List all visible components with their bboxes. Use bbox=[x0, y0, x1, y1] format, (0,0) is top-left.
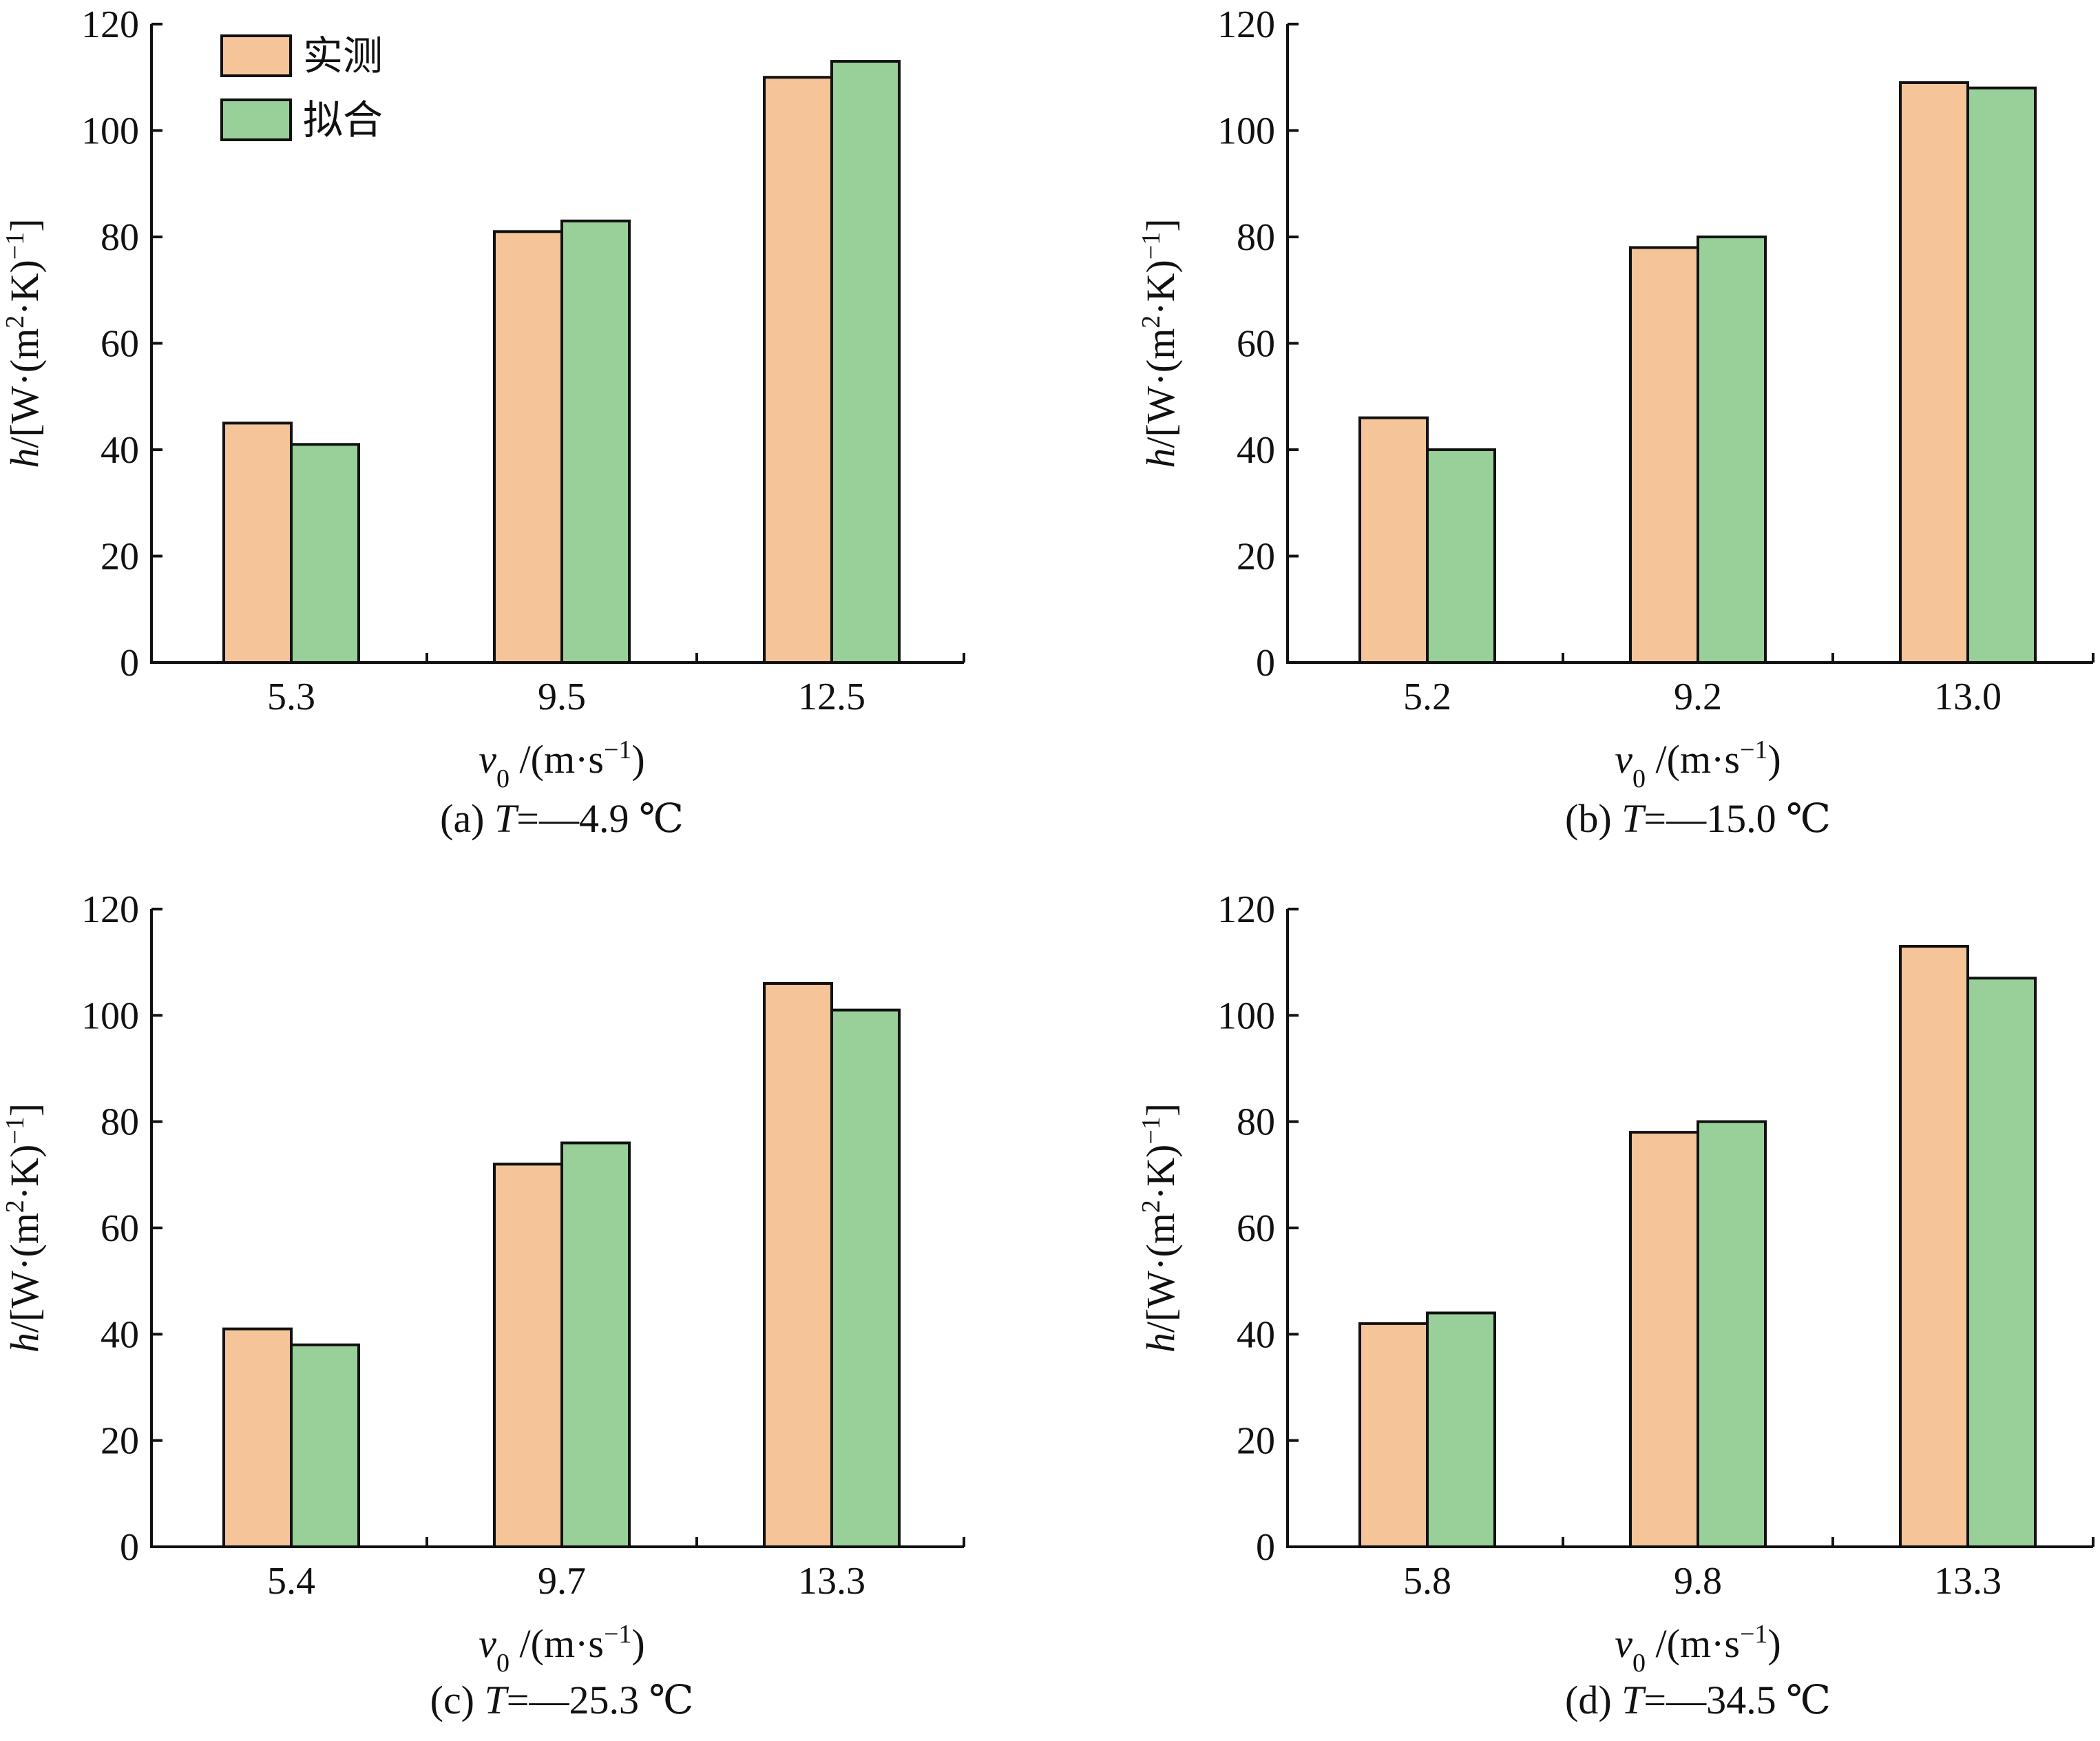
y-tick-label: 120 bbox=[1217, 888, 1275, 931]
caption-value: =—34.5 ℃ bbox=[1644, 1678, 1831, 1722]
x-axis-label: v0 /(m·s−1) bbox=[479, 736, 644, 793]
y-axis-label: h/[W·(m2·K)−1] bbox=[1, 218, 47, 468]
chart-panel-d: 0 20 40 60 80 100 120 5.8 9.8 13.3 h/[W·(m2·K)−1] v… bbox=[1137, 888, 2094, 1722]
bar-c-13.3-fitted bbox=[830, 1008, 901, 1549]
bar-c-9.7-measured bbox=[493, 1163, 563, 1548]
caption-symbol: T bbox=[494, 796, 519, 841]
y-tick-label: 0 bbox=[1256, 1526, 1275, 1569]
caption-prefix: (d) bbox=[1565, 1678, 1621, 1722]
y-tick-label: 120 bbox=[81, 3, 139, 46]
x-tick-label: 12.5 bbox=[798, 676, 865, 718]
x-tick-label: 9.8 bbox=[1674, 1560, 1722, 1603]
y-tick-label: 60 bbox=[1237, 323, 1275, 366]
y-tick-label: 100 bbox=[1217, 994, 1275, 1037]
legend-label-fitted: 拟合 bbox=[303, 98, 383, 143]
x-tick-label: 13.0 bbox=[1934, 676, 2002, 718]
bar-b-13.0-measured bbox=[1899, 81, 1969, 665]
bar-c-13.3-measured bbox=[763, 982, 833, 1548]
y-axis-label: h/[W·(m2·K)−1] bbox=[1137, 1103, 1183, 1353]
panel-caption: (a) T=—4.9 ℃ bbox=[440, 796, 684, 841]
bar-d-13.3-measured bbox=[1899, 945, 1969, 1549]
chart-panel-a: 0 20 40 60 80 100 120 5.3 9.5 12.5 h/[W·(m2·K)−1] v… bbox=[1, 3, 965, 841]
y-tick-label: 80 bbox=[1237, 1101, 1275, 1144]
y-tick-label: 60 bbox=[101, 1207, 139, 1250]
y-tick-label: 80 bbox=[1237, 216, 1275, 259]
y-tick-label: 100 bbox=[81, 110, 139, 153]
y-tick-label: 0 bbox=[120, 1526, 139, 1569]
x-tick-label: 13.3 bbox=[1934, 1560, 2002, 1603]
panel-caption: (b) T=—15.0 ℃ bbox=[1565, 796, 1831, 841]
y-tick-label: 20 bbox=[101, 1420, 139, 1463]
chart-panel-b: 0 20 40 60 80 100 120 5.2 9.2 13.0 h/[W·(m2·K)−1] v… bbox=[1137, 3, 2094, 841]
y-tick-label: 40 bbox=[1237, 429, 1275, 472]
bar-d-5.8-fitted bbox=[1426, 1311, 1496, 1548]
y-tick-label: 20 bbox=[101, 536, 139, 578]
caption-value: =—4.9 ℃ bbox=[516, 796, 684, 841]
bar-b-9.2-measured bbox=[1629, 246, 1699, 664]
y-tick-label: 0 bbox=[120, 642, 139, 685]
x-axis-label: v0 /(m·s−1) bbox=[479, 1620, 644, 1678]
x-tick-label: 5.2 bbox=[1403, 676, 1451, 718]
y-tick-label: 100 bbox=[1217, 110, 1275, 153]
y-tick-label: 60 bbox=[101, 323, 139, 366]
x-tick-label: 5.8 bbox=[1403, 1560, 1451, 1603]
x-tick-label: 5.3 bbox=[267, 676, 315, 718]
caption-value: =—15.0 ℃ bbox=[1644, 796, 1831, 841]
y-axis-label: h/[W·(m2·K)−1] bbox=[1, 1103, 47, 1353]
x-tick-label: 13.3 bbox=[798, 1560, 865, 1603]
legend-swatch-measured bbox=[220, 34, 292, 77]
chart-panel-c: 0 20 40 60 80 100 120 5.4 9.7 13.3 h/[W·(m2·K)−1] v… bbox=[1, 888, 965, 1722]
x-tick-label: 5.4 bbox=[267, 1560, 315, 1603]
bar-b-9.2-fitted bbox=[1697, 236, 1767, 664]
caption-value: =—25.3 ℃ bbox=[507, 1678, 694, 1722]
x-tick-label: 9.5 bbox=[538, 676, 586, 718]
y-tick-label: 20 bbox=[1237, 1420, 1275, 1463]
y-tick-label: 80 bbox=[101, 1101, 139, 1144]
bar-a-5.3-fitted bbox=[290, 443, 360, 665]
caption-prefix: (b) bbox=[1565, 796, 1621, 841]
panel-caption: (c) T=—25.3 ℃ bbox=[430, 1678, 694, 1722]
y-tick-label: 60 bbox=[1237, 1207, 1275, 1250]
caption-symbol: T bbox=[485, 1678, 510, 1722]
bar-b-5.2-fitted bbox=[1426, 448, 1496, 664]
bar-a-12.5-measured bbox=[763, 76, 833, 664]
y-tick-label: 120 bbox=[1217, 3, 1275, 46]
x-tick-label: 9.7 bbox=[538, 1560, 586, 1603]
legend-swatch-fitted bbox=[220, 98, 292, 141]
caption-prefix: (a) bbox=[440, 796, 494, 841]
bar-d-13.3-fitted bbox=[1966, 977, 2037, 1548]
y-tick-label: 40 bbox=[101, 1313, 139, 1356]
panel-caption: (d) T=—34.5 ℃ bbox=[1565, 1678, 1831, 1722]
y-tick-label: 0 bbox=[1256, 642, 1275, 685]
bar-d-9.8-measured bbox=[1629, 1131, 1699, 1548]
caption-symbol: T bbox=[1621, 1678, 1646, 1722]
y-tick-label: 40 bbox=[101, 429, 139, 472]
caption-symbol: T bbox=[1621, 796, 1646, 841]
y-tick-label: 120 bbox=[81, 888, 139, 931]
y-axis-label: h/[W·(m2·K)−1] bbox=[1137, 218, 1183, 468]
x-axis-label: v0 /(m·s−1) bbox=[1615, 1620, 1781, 1678]
y-tick-label: 100 bbox=[81, 994, 139, 1037]
bar-d-5.8-measured bbox=[1358, 1322, 1429, 1549]
bar-a-9.5-measured bbox=[493, 230, 563, 664]
x-axis-label: v0 /(m·s−1) bbox=[1615, 736, 1781, 793]
legend-label-measured: 实测 bbox=[303, 34, 383, 79]
bar-b-5.2-measured bbox=[1358, 416, 1429, 665]
caption-prefix: (c) bbox=[430, 1678, 485, 1722]
bar-a-12.5-fitted bbox=[830, 60, 901, 664]
bar-c-5.4-measured bbox=[222, 1327, 293, 1549]
bar-b-13.0-fitted bbox=[1966, 86, 2037, 664]
bar-d-9.8-fitted bbox=[1697, 1120, 1767, 1548]
y-tick-label: 80 bbox=[101, 216, 139, 259]
bar-a-5.3-measured bbox=[222, 421, 293, 664]
bar-a-9.5-fitted bbox=[560, 219, 631, 664]
y-tick-label: 40 bbox=[1237, 1313, 1275, 1356]
y-tick-label: 20 bbox=[1237, 536, 1275, 578]
bar-c-5.4-fitted bbox=[290, 1343, 360, 1549]
bar-c-9.7-fitted bbox=[560, 1141, 631, 1548]
x-tick-label: 9.2 bbox=[1674, 676, 1722, 718]
